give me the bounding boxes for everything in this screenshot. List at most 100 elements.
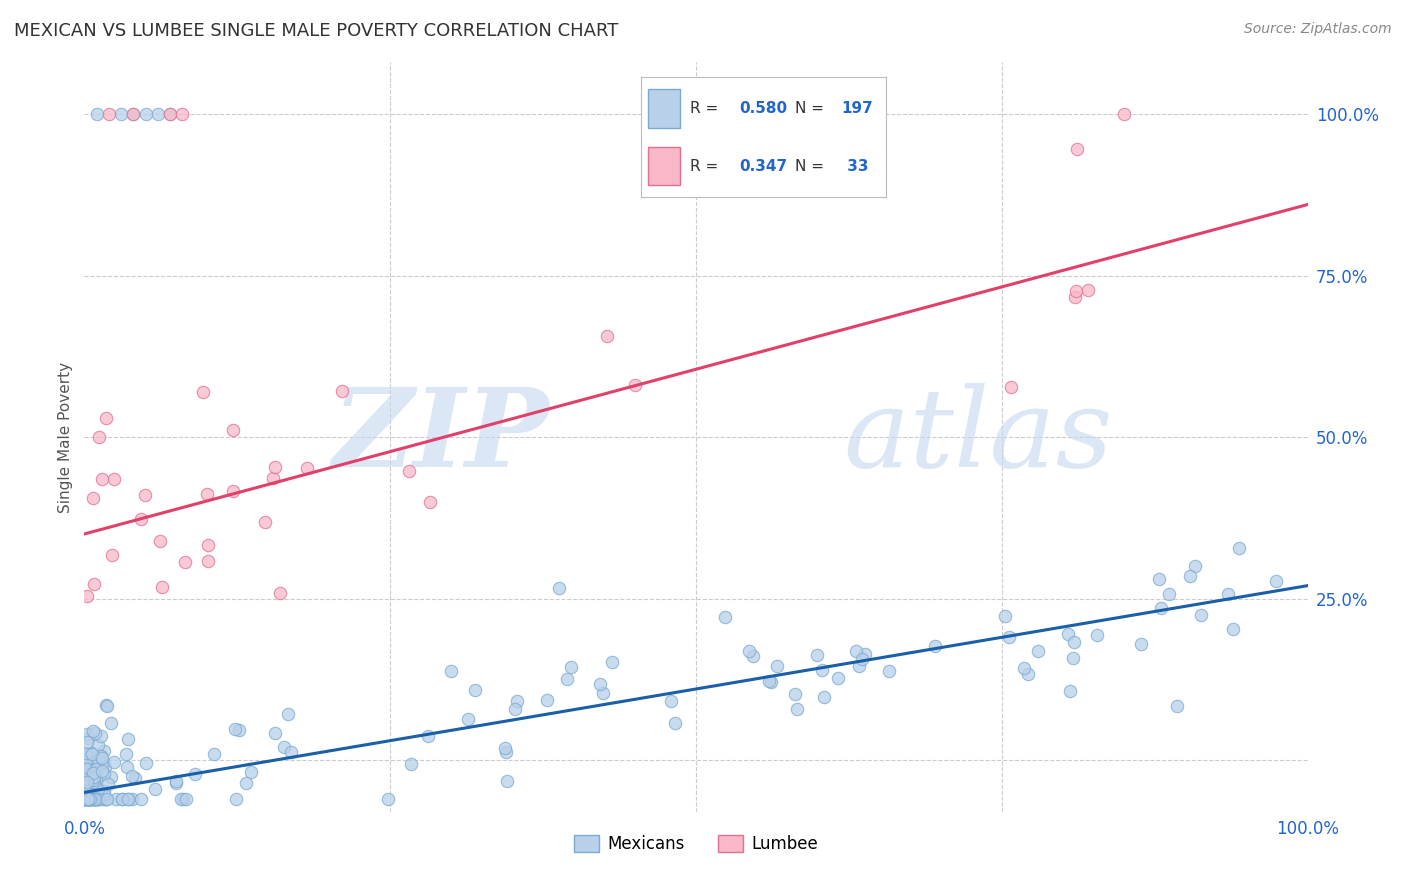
Point — [1189, 607, 1212, 622]
Point — [77, 792, 100, 806]
Point — [659, 694, 682, 708]
Point — [83, 792, 105, 806]
Point — [82, 765, 104, 780]
Point — [76, 792, 98, 806]
Point — [783, 687, 806, 701]
Point — [1064, 290, 1087, 304]
Point — [811, 663, 834, 677]
Point — [103, 755, 125, 769]
Point — [845, 644, 868, 658]
Point — [73, 792, 96, 806]
Point — [1057, 626, 1080, 640]
Point — [97, 777, 120, 791]
Point — [742, 648, 765, 663]
Point — [82, 491, 104, 505]
Point — [73, 792, 96, 806]
Point — [1222, 623, 1244, 637]
Point — [560, 660, 582, 674]
Point — [1216, 587, 1239, 601]
Point — [224, 722, 246, 736]
Point — [332, 384, 354, 398]
Point — [83, 792, 105, 806]
Point — [77, 792, 100, 806]
Point — [135, 756, 157, 770]
Point — [264, 725, 287, 739]
Point — [73, 789, 96, 804]
Point — [73, 792, 96, 806]
Point — [93, 784, 115, 798]
Point — [664, 716, 686, 731]
Point — [83, 770, 105, 784]
Point — [94, 698, 117, 712]
Point — [994, 609, 1017, 624]
Point — [1085, 627, 1108, 641]
Point — [117, 731, 139, 746]
Point — [104, 792, 127, 806]
Point — [79, 792, 101, 806]
Point — [90, 729, 112, 743]
Point — [1114, 107, 1136, 121]
Point — [75, 767, 97, 781]
Point — [998, 630, 1021, 644]
Point — [82, 792, 104, 806]
Point — [93, 767, 115, 781]
Point — [77, 792, 100, 806]
Point — [76, 762, 98, 776]
Point — [1149, 573, 1171, 587]
Point — [457, 712, 479, 726]
Point — [766, 659, 789, 673]
Point — [75, 792, 97, 806]
Point — [79, 792, 101, 806]
Point — [94, 760, 117, 774]
Point — [1077, 283, 1099, 297]
Point — [84, 726, 107, 740]
Point — [76, 768, 98, 782]
Point — [165, 774, 187, 789]
Point — [83, 774, 105, 789]
Point — [596, 328, 619, 343]
Point — [75, 783, 97, 797]
Point — [786, 701, 808, 715]
Point — [75, 746, 97, 760]
Point — [1184, 558, 1206, 573]
Point — [592, 685, 614, 699]
Point — [96, 698, 118, 713]
Point — [122, 107, 145, 121]
Point — [197, 487, 219, 501]
Point — [83, 751, 105, 765]
Point — [1063, 635, 1085, 649]
Point — [76, 774, 98, 789]
Point — [264, 460, 287, 475]
Point — [84, 789, 107, 803]
Point — [714, 610, 737, 624]
Point — [86, 763, 108, 777]
Point — [495, 746, 517, 760]
Point — [86, 792, 108, 806]
Point — [103, 472, 125, 486]
Point — [96, 792, 118, 806]
Point — [440, 665, 463, 679]
Point — [398, 464, 420, 478]
Point — [73, 748, 96, 763]
Point — [1062, 651, 1084, 665]
Point — [82, 772, 104, 787]
Point — [94, 792, 117, 806]
Point — [129, 792, 152, 806]
Point — [159, 107, 181, 121]
Point — [90, 473, 112, 487]
Point — [134, 488, 156, 502]
Point — [83, 760, 105, 774]
Point — [86, 107, 108, 121]
Point — [84, 762, 107, 776]
Point — [877, 665, 900, 679]
Point — [73, 792, 96, 806]
Point — [758, 673, 780, 688]
Point — [83, 577, 105, 591]
Point — [191, 385, 214, 400]
Point — [1066, 284, 1088, 298]
Point — [131, 511, 153, 525]
Point — [377, 792, 399, 806]
Point — [135, 107, 157, 121]
Point — [97, 107, 120, 121]
Point — [75, 766, 97, 780]
